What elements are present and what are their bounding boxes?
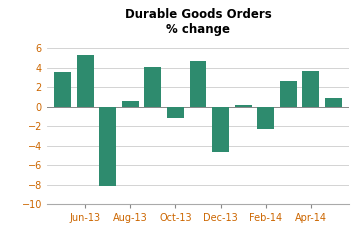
Bar [122,101,139,107]
Bar [144,67,161,107]
Bar [167,107,184,118]
Bar [54,72,71,107]
Title: Durable Goods Orders
% change: Durable Goods Orders % change [125,8,271,36]
Bar [325,98,342,107]
Bar [235,105,252,107]
Bar [189,61,207,107]
Bar [77,55,94,107]
Bar [280,81,297,107]
Bar [302,71,319,107]
Bar [257,107,274,129]
Bar [99,107,116,186]
Bar [212,107,229,152]
